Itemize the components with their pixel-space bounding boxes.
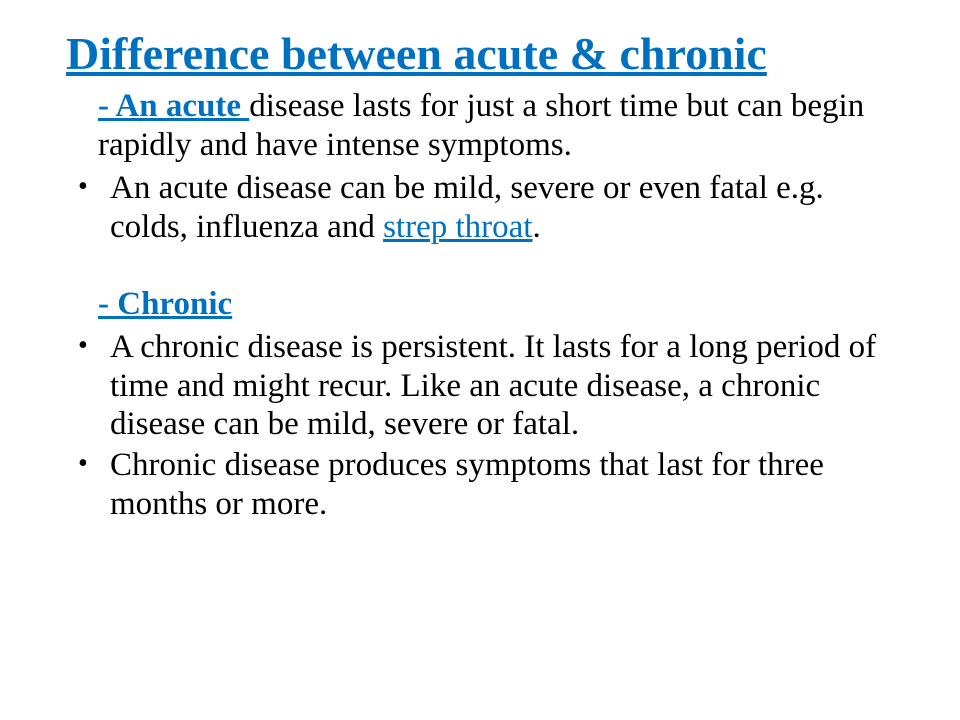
chronic-heading: - Chronic xyxy=(66,285,904,324)
acute-definition: - An acute disease lasts for just a shor… xyxy=(66,87,904,165)
page-title: Difference between acute & chronic xyxy=(66,28,904,81)
list-item: An acute disease can be mild, severe or … xyxy=(70,169,904,247)
acute-bullets: An acute disease can be mild, severe or … xyxy=(66,169,904,247)
section-gap xyxy=(66,251,904,285)
list-item: Chronic disease produces symptoms that l… xyxy=(70,446,904,524)
body-content: - An acute disease lasts for just a shor… xyxy=(66,87,904,524)
chronic-b1: A chronic disease is persistent. It last… xyxy=(110,329,876,443)
strep-throat-link[interactable]: strep throat xyxy=(383,209,532,245)
chronic-bullets: A chronic disease is persistent. It last… xyxy=(66,328,904,525)
acute-lead: - An acute xyxy=(98,88,249,124)
acute-bullet-post: . xyxy=(532,209,540,245)
slide: Difference between acute & chronic - An … xyxy=(0,0,960,720)
chronic-b2: Chronic disease produces symptoms that l… xyxy=(110,447,824,522)
chronic-lead: - Chronic xyxy=(98,286,232,322)
list-item: A chronic disease is persistent. It last… xyxy=(70,328,904,445)
